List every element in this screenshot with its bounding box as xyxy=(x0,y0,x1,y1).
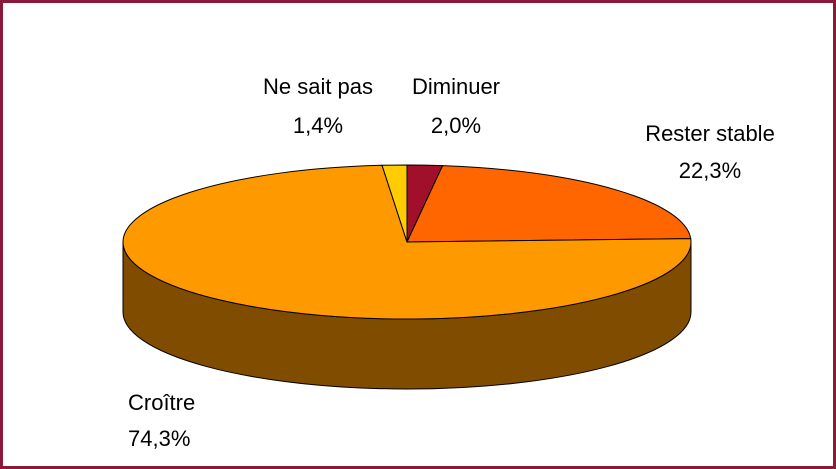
slice xyxy=(406,165,692,243)
slice-label: Ne sait pas xyxy=(263,74,373,99)
slice-label: Croître xyxy=(128,390,195,415)
slice-label: Diminuer xyxy=(412,74,500,99)
slice xyxy=(381,164,408,243)
slice-value-label: 22,3% xyxy=(679,158,741,183)
slice-label: Rester stable xyxy=(645,121,775,146)
slice-value-label: 1,4% xyxy=(293,113,343,138)
slice xyxy=(122,164,692,320)
slice-value-label: 74,3% xyxy=(128,426,190,451)
slice-value-label: 2,0% xyxy=(431,113,481,138)
